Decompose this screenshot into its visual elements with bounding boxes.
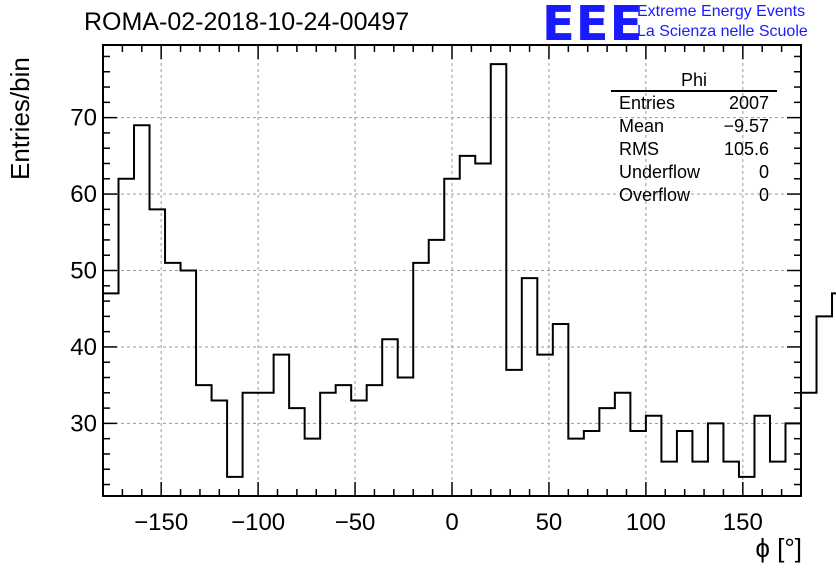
stats-row-mean: Mean −9.57 — [611, 115, 777, 138]
axis-tick-labels: −150 −100 −50 0 50 100 150 30 40 50 60 70 — [70, 105, 763, 536]
stats-title: Phi — [611, 70, 777, 92]
stats-value: 105.6 — [723, 139, 769, 159]
histogram-series — [103, 63, 836, 478]
grid-lines — [103, 45, 801, 496]
axis-ticks — [102, 45, 802, 496]
y-tick-label: 40 — [70, 334, 97, 361]
stats-row-entries: Entries 2007 — [611, 92, 777, 115]
stats-label: Overflow — [619, 185, 691, 205]
x-tick-label: 100 — [626, 509, 666, 536]
x-tick-label: −100 — [231, 509, 285, 536]
logo-text-line-2: La Scienza nelle Scuole — [637, 23, 808, 40]
stats-label: Mean — [619, 116, 665, 136]
chart-title: ROMA-02-2018-10-24-00497 — [84, 8, 410, 36]
stats-label: RMS — [619, 139, 659, 159]
x-tick-label: 150 — [723, 509, 763, 536]
stats-label: Underflow — [619, 162, 701, 182]
stats-value: −9.57 — [723, 116, 769, 136]
x-axis-label: ϕ [°] — [755, 533, 802, 563]
stats-value: 0 — [758, 185, 769, 205]
stats-value: 2007 — [728, 93, 769, 113]
eee-logo: EEE — [542, 0, 644, 52]
y-axis-label: Entries/bin — [5, 57, 35, 180]
x-tick-label: 50 — [536, 509, 563, 536]
y-tick-label: 30 — [70, 410, 97, 437]
y-tick-label: 70 — [70, 105, 97, 132]
logo-text-line-1: Extreme Energy Events — [637, 3, 806, 20]
stats-row-rms: RMS 105.6 — [611, 138, 777, 161]
y-tick-label: 60 — [70, 181, 97, 208]
x-tick-label: −50 — [335, 509, 376, 536]
stats-row-overflow: Overflow 0 — [611, 184, 777, 207]
x-tick-label: 0 — [445, 509, 458, 536]
y-tick-label: 50 — [70, 258, 97, 285]
x-tick-label: −150 — [134, 509, 188, 536]
stats-label: Entries — [619, 93, 676, 113]
stats-box: Phi Entries 2007 Mean −9.57 RMS 105.6 Un… — [611, 70, 777, 207]
stats-row-underflow: Underflow 0 — [611, 161, 777, 184]
stats-value: 0 — [758, 162, 769, 182]
